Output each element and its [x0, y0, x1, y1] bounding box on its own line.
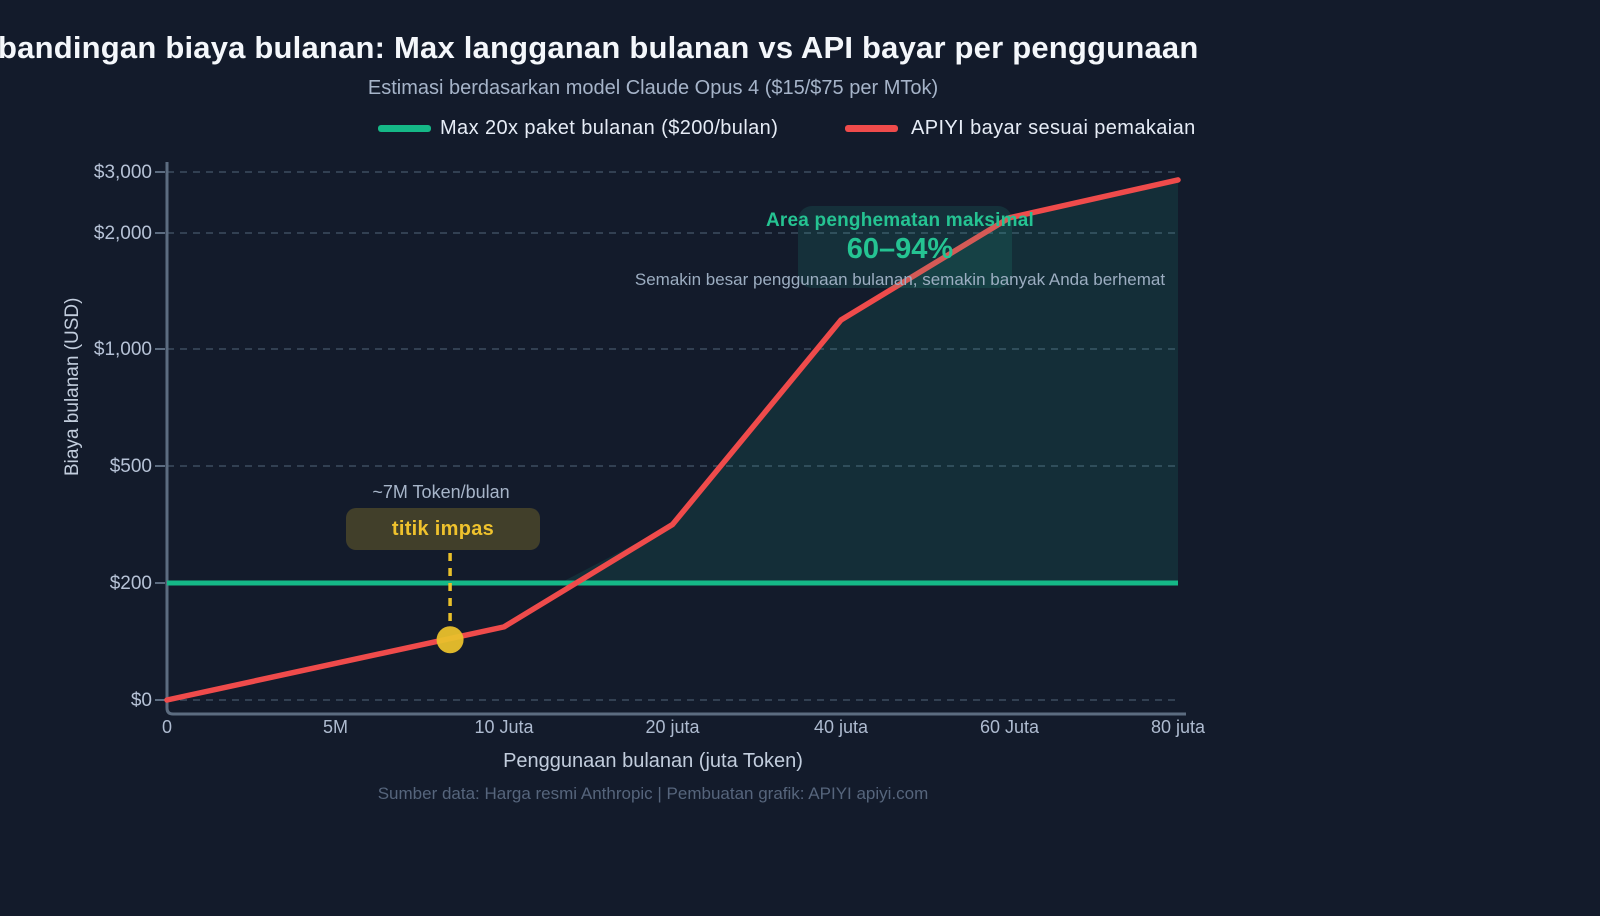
y-tick-label: $1,000	[94, 339, 152, 360]
x-tick-label: 5M	[323, 717, 348, 737]
source-credit: Sumber data: Harga resmi Anthropic | Pem…	[377, 784, 929, 803]
x-axis-title: Penggunaan bulanan (juta Token)	[503, 750, 803, 772]
y-tick-label: $2,000	[94, 223, 152, 244]
x-tick-label: 80 juta	[1151, 717, 1206, 737]
x-tick-label: 20 juta	[645, 717, 700, 737]
legend-item-api-payg[interactable]: APIYI bayar sesuai pemakaian	[911, 117, 1196, 139]
breakeven-dot[interactable]	[436, 626, 464, 654]
y-tick-label: $0	[131, 690, 152, 711]
axis-frame	[165, 162, 1186, 716]
breakeven-badge: titik impas	[346, 508, 540, 550]
x-tick-label: 40 juta	[814, 717, 869, 737]
api-line-swatch[interactable]	[845, 125, 898, 132]
y-tick-label: $3,000	[94, 162, 152, 183]
x-tick-label: 0	[162, 717, 172, 737]
y-tick-label: $200	[110, 573, 152, 594]
y-tick-label: $500	[110, 456, 152, 477]
savings-annotation-box	[798, 206, 1012, 288]
savings-area-fill	[560, 179, 1178, 583]
max-plan-line-swatch[interactable]	[378, 125, 431, 132]
x-tick-label: 60 Juta	[980, 717, 1040, 737]
chart-subtitle: Estimasi berdasarkan model Claude Opus 4…	[367, 77, 939, 99]
breakeven-usage-label: ~7M Token/bulan	[372, 482, 510, 502]
chart-title: bandingan biaya bulanan: Max langganan b…	[0, 30, 1199, 65]
x-tick-label: 10 Juta	[474, 717, 534, 737]
legend-item-max-plan[interactable]: Max 20x paket bulanan ($200/bulan)	[440, 117, 779, 139]
